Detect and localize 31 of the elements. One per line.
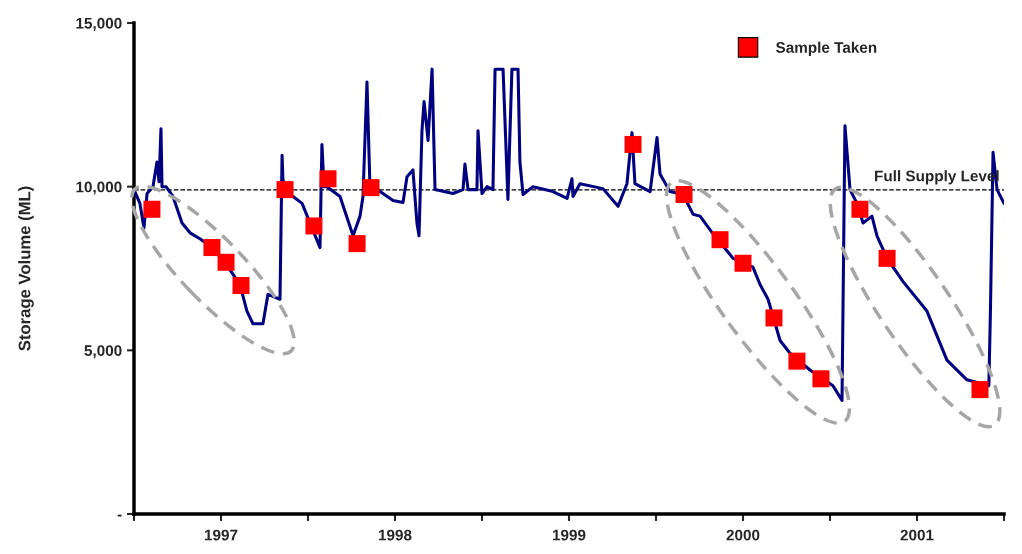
point (812, 370, 830, 388)
x-tick-label: 1998 (378, 529, 412, 541)
point (305, 217, 323, 235)
point (143, 200, 161, 218)
point (878, 249, 896, 267)
point (851, 200, 869, 218)
x-tick-label: 2001 (900, 529, 934, 541)
y-axis-title: Storage Volume (ML) (18, 186, 34, 351)
point (971, 381, 989, 399)
point (217, 253, 235, 271)
legend-label: Sample Taken (775, 41, 877, 56)
point (362, 179, 380, 197)
point (711, 231, 729, 249)
point (734, 254, 752, 272)
point (232, 277, 250, 295)
point (319, 170, 337, 188)
point (788, 352, 806, 370)
y-tick-label: - (117, 514, 122, 517)
point (348, 235, 366, 253)
point (765, 309, 783, 327)
x-tick-label: 2000 (726, 529, 760, 541)
x-tick-label: 1997 (204, 529, 238, 541)
point (276, 181, 294, 199)
point (203, 239, 221, 257)
point (624, 135, 642, 153)
y-tick-label: 10,000 (76, 181, 122, 195)
x-tick-label: 1999 (552, 529, 586, 541)
y-tick-label: 5,000 (84, 345, 122, 359)
y-tick-label: 15,000 (76, 17, 122, 31)
line-series (134, 67, 1004, 402)
point (675, 186, 693, 204)
